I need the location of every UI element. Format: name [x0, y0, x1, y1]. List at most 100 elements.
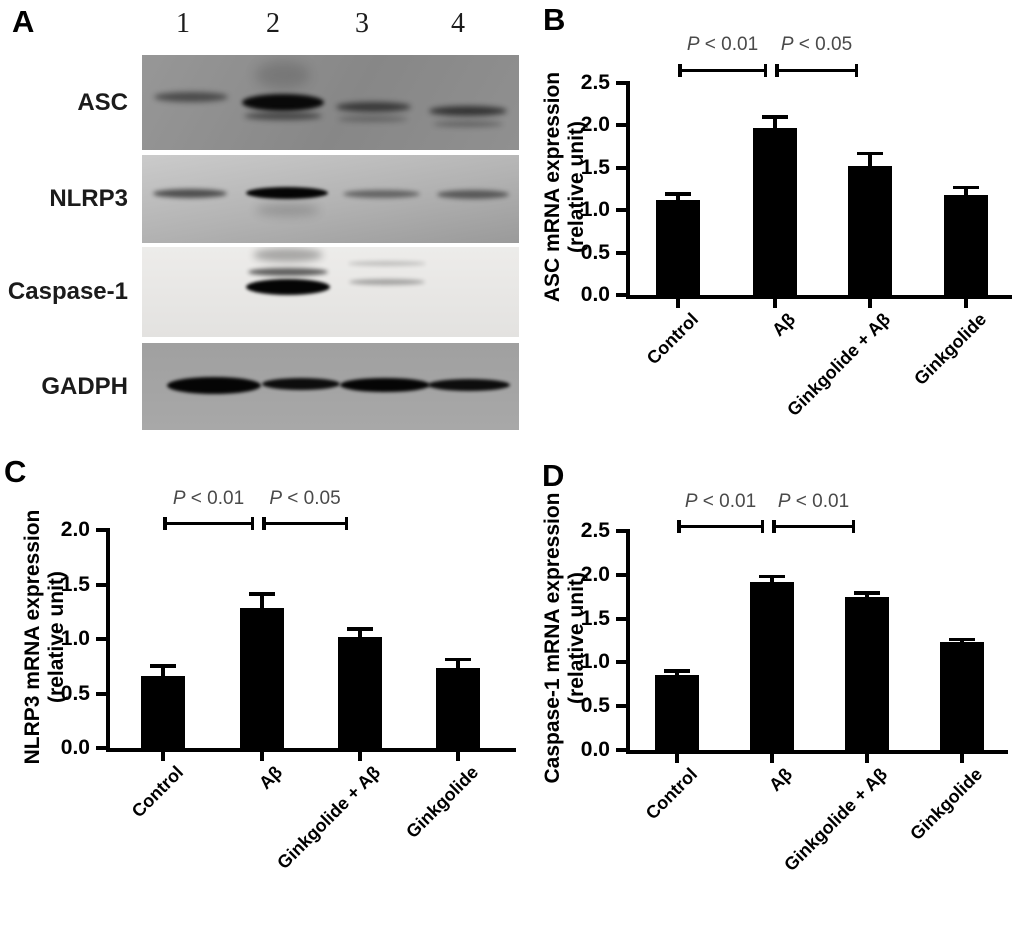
- error-bar-stem: [868, 151, 872, 173]
- bar-a: [753, 127, 797, 295]
- panel-c-letter: C: [4, 454, 27, 489]
- bar-ginkgolide: [940, 642, 984, 750]
- protein-band: [338, 116, 408, 122]
- significance-bracket-end: [772, 520, 776, 533]
- x-axis: [626, 750, 1008, 754]
- bar-ginkgolide: [944, 194, 988, 295]
- y-tick-label: 0.5: [60, 681, 90, 705]
- protein-band: [437, 189, 509, 199]
- lane-number-1: 1: [176, 8, 190, 39]
- significance-bracket-end: [763, 64, 767, 77]
- significance-label: P < 0.01: [686, 34, 759, 55]
- error-bar-cap: [150, 664, 176, 668]
- y-tick-label: 2.0: [60, 518, 90, 541]
- y-tick-label: 2.5: [580, 519, 610, 542]
- significance-label: P < 0.01: [172, 488, 245, 509]
- error-bar-stem: [676, 192, 680, 207]
- x-axis: [106, 748, 516, 752]
- x-axis: [626, 295, 1012, 299]
- protein-band: [254, 61, 310, 89]
- blot-strip-nlrp3: [142, 155, 519, 243]
- y-tick-label: 0.0: [580, 283, 610, 306]
- y-tick-label: 1.0: [580, 650, 610, 674]
- protein-band: [349, 279, 425, 285]
- x-category-label-ginkgolide-a: Ginkgolide + Aβ: [780, 764, 892, 875]
- significance-bracket: [163, 522, 254, 525]
- error-bar-stem: [358, 627, 362, 643]
- protein-band: [429, 106, 507, 116]
- error-bar-cap: [347, 627, 373, 631]
- protein-band: [254, 204, 320, 216]
- y-tick: [616, 165, 626, 170]
- protein-band: [342, 190, 420, 198]
- y-tick: [616, 572, 626, 577]
- protein-band: [167, 376, 261, 394]
- protein-band: [246, 279, 330, 295]
- significance-bracket-end: [678, 64, 682, 77]
- significance-bracket: [262, 522, 348, 525]
- significance-bracket-end: [163, 517, 167, 530]
- significance-bracket-end: [775, 64, 779, 77]
- blot-strip-caspase-1: [142, 247, 519, 337]
- y-tick: [616, 704, 626, 709]
- blot-row-label-caspase-1: Caspase-1: [7, 278, 128, 305]
- bar-control: [656, 200, 700, 295]
- panel-a-letter: A: [12, 4, 35, 39]
- significance-bracket-end: [854, 64, 858, 77]
- y-tick: [616, 616, 626, 621]
- x-tick: [676, 299, 680, 308]
- y-tick: [616, 81, 626, 85]
- significance-label: P < 0.01: [684, 491, 757, 512]
- y-tick: [96, 637, 106, 641]
- y-tick: [96, 582, 106, 587]
- significance-bracket-end: [851, 520, 855, 533]
- protein-band: [246, 187, 328, 199]
- error-bar-stem: [773, 115, 777, 134]
- bar-ginkgolide-a: [338, 636, 382, 748]
- y-tick-label: 1.0: [60, 627, 90, 650]
- bar-ginkgolide-a: [848, 166, 892, 295]
- blot-strip-asc: [142, 55, 519, 150]
- significance-bracket-end: [262, 517, 266, 530]
- protein-band: [153, 188, 227, 198]
- x-tick: [770, 754, 774, 763]
- protein-band: [428, 379, 510, 391]
- y-tick-label: 0.5: [580, 694, 610, 718]
- bar-ginkgolide: [436, 668, 480, 748]
- panel-d-chart: D 0.0 0.5 1.0 1.5 2.0 2.5 Control Aβ Ginkgolide …: [520, 440, 1020, 875]
- significance-bracket: [678, 69, 767, 72]
- bar-a: [240, 608, 284, 748]
- bar-control: [655, 674, 699, 750]
- error-bar-cap: [664, 669, 690, 673]
- y-tick-label: 0.0: [60, 736, 90, 759]
- protein-band: [348, 260, 426, 266]
- error-bar-stem: [675, 669, 679, 681]
- y-tick-label: 0.5: [580, 240, 610, 264]
- y-tick-label: 2.0: [580, 113, 610, 137]
- significance-bracket: [775, 69, 858, 72]
- y-tick: [616, 748, 626, 752]
- y-axis: [106, 528, 110, 752]
- y-tick: [616, 250, 626, 255]
- significance-label: P < 0.01: [777, 491, 850, 512]
- x-tick: [675, 754, 679, 763]
- protein-band: [335, 102, 411, 112]
- error-bar-stem: [770, 574, 774, 588]
- significance-bracket: [677, 525, 764, 528]
- panel-d-letter: D: [542, 458, 565, 493]
- blot-row-label-nlrp3: NLRP3: [49, 185, 128, 212]
- significance-bracket-end: [760, 520, 764, 533]
- significance-bracket-end: [344, 517, 348, 530]
- error-bar-cap: [949, 637, 975, 642]
- error-bar-cap: [249, 592, 275, 596]
- y-tick: [96, 528, 106, 532]
- error-bar-stem: [456, 657, 460, 675]
- y-axis: [626, 81, 630, 299]
- y-tick-label: 2.0: [580, 562, 610, 586]
- y-tick: [616, 208, 626, 213]
- error-bar-stem: [960, 637, 964, 649]
- significance-bracket-end: [677, 520, 681, 533]
- x-category-label-ginkgolide: Ginkgolide: [402, 762, 483, 842]
- figure-page: A 1 2 3 4 ASC NLRP3 Caspase-1 GADPH B 0.0 0.5 1.0…: [4, 2, 1020, 875]
- y-axis-title: NLRP3 mRNA expression (relative unit): [21, 509, 68, 765]
